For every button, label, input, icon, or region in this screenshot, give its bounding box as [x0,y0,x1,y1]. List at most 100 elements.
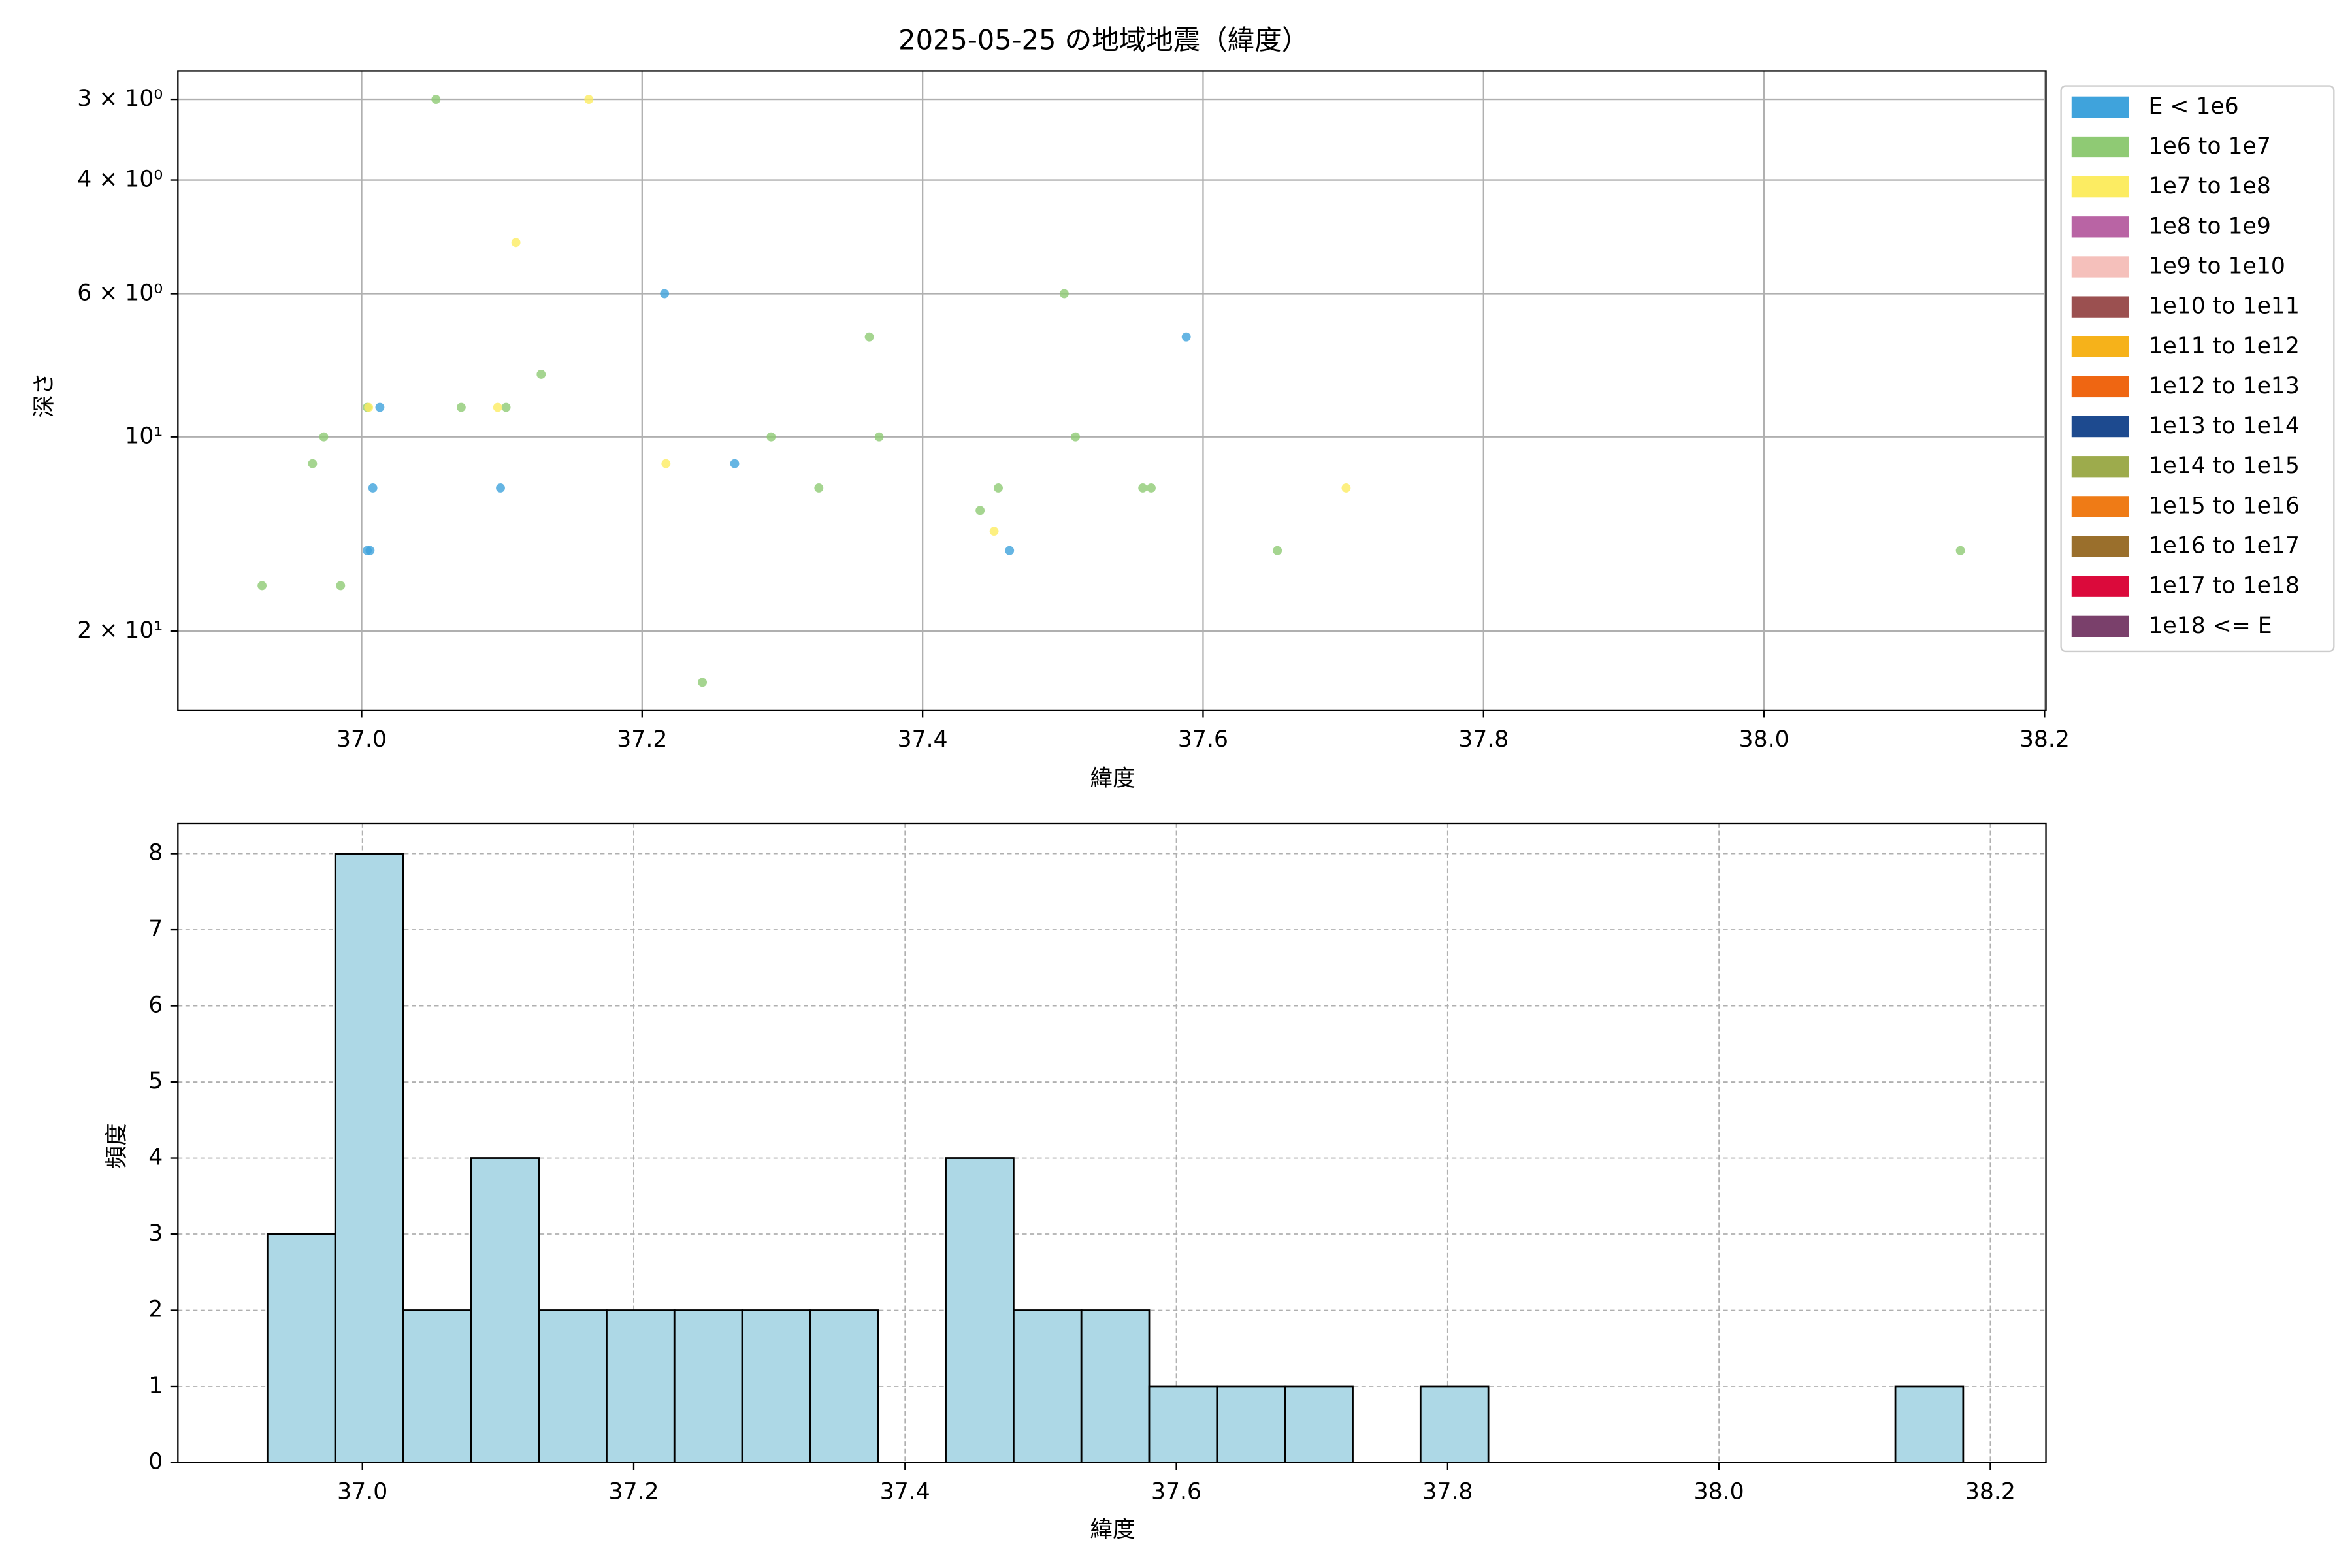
y-tick-label: 4 × 10⁰ [77,167,163,193]
x-tick-label: 38.2 [2019,727,2070,753]
point [365,546,375,555]
x-tick-label: 37.8 [1422,1479,1473,1505]
x-tick-label: 37.6 [1151,1479,1201,1505]
point [1147,483,1156,493]
x-tick-label: 37.8 [1458,727,1509,753]
histogram-bar [1894,1385,1965,1463]
point [989,527,999,536]
histogram-bar [402,1309,472,1463]
point [730,459,740,468]
histogram-bar [673,1309,743,1463]
y-tick-label: 2 × 10¹ [77,617,163,644]
histogram-bar [1148,1385,1218,1463]
y-tick-label: 3 × 10⁰ [77,86,163,112]
x-tick-label: 37.2 [608,1479,659,1505]
point [536,370,546,379]
histogram-bar [1080,1309,1151,1463]
x-tick-label: 38.0 [1739,727,1789,753]
y-axis-label: 深さ [31,372,57,417]
legend-swatch [2071,376,2129,398]
point [336,581,346,591]
y-tick-label: 2 [148,1296,163,1322]
legend-swatch [2071,136,2129,158]
legend-swatch [2071,496,2129,517]
y-tick-label: 3 [148,1220,163,1247]
histogram-bar [470,1157,540,1463]
legend-swatch [2071,216,2129,238]
legend-label: 1e18 <= E [2148,613,2272,639]
x-tick-label: 37.2 [617,727,667,753]
point [1071,432,1081,442]
legend-label: 1e9 to 1e10 [2148,253,2285,279]
histogram-bar [1419,1385,1490,1463]
legend-swatch [2071,96,2129,118]
plot-frame [177,70,2047,711]
point [584,95,594,105]
x-axis-label: 緯度 [1090,766,1135,792]
x-tick-label: 38.2 [1965,1479,2016,1505]
point [1138,483,1148,493]
y-tick-label: 5 [148,1068,163,1094]
x-tick-label: 37.0 [337,1479,387,1505]
point [1060,289,1069,299]
y-tick-label: 7 [148,916,163,942]
point [496,483,505,493]
point [511,238,521,248]
legend-label: 1e8 to 1e9 [2148,213,2270,239]
point [1005,546,1015,555]
legend-frame [2060,85,2335,653]
legend-swatch [2071,296,2129,318]
histogram-bar [538,1309,608,1463]
legend-swatch [2071,456,2129,478]
legend-label: 1e17 to 1e18 [2148,573,2299,599]
point [975,506,985,515]
legend-label: 1e13 to 1e14 [2148,413,2299,439]
point [1955,546,1965,555]
histogram-bar [1216,1385,1286,1463]
legend-swatch [2071,336,2129,357]
y-axis-label: 頻度 [104,1123,130,1168]
point [501,402,511,412]
point [864,332,874,342]
x-tick-label: 37.6 [1178,727,1228,753]
plot-frame [177,822,2047,1463]
y-tick-label: 6 × 10⁰ [77,280,163,306]
y-tick-label: 6 [148,992,163,1019]
legend-label: 1e6 to 1e7 [2148,133,2270,159]
point [257,581,267,591]
point [1181,332,1191,342]
y-tick-label: 0 [148,1448,163,1475]
legend-label: 1e16 to 1e17 [2148,533,2299,559]
histogram-bar [266,1233,336,1463]
point [874,432,884,442]
point [493,402,502,412]
x-tick-label: 37.4 [880,1479,930,1505]
legend-label: 1e14 to 1e15 [2148,453,2299,479]
point [319,432,329,442]
y-tick-label: 10¹ [125,423,163,449]
legend-swatch [2071,615,2129,637]
histogram-bar [334,853,404,1463]
point [766,432,776,442]
legend-swatch [2071,576,2129,597]
point [375,402,385,412]
histogram-bar [1284,1385,1354,1463]
x-axis-label: 緯度 [1090,1516,1135,1543]
point [431,95,441,105]
x-tick-label: 38.0 [1694,1479,1744,1505]
x-tick-label: 37.0 [336,727,387,753]
point [364,402,374,412]
point [1341,483,1351,493]
point [698,678,708,687]
x-tick-label: 37.4 [898,727,948,753]
point [660,289,670,299]
legend-label: 1e12 to 1e13 [2148,373,2299,399]
legend-label: 1e7 to 1e8 [2148,173,2270,199]
histogram-bar [945,1157,1015,1463]
point [456,402,466,412]
y-tick-label: 1 [148,1373,163,1399]
legend-label: 1e10 to 1e11 [2148,293,2299,319]
histogram-bar [809,1309,879,1463]
legend-label: E < 1e6 [2148,93,2238,120]
